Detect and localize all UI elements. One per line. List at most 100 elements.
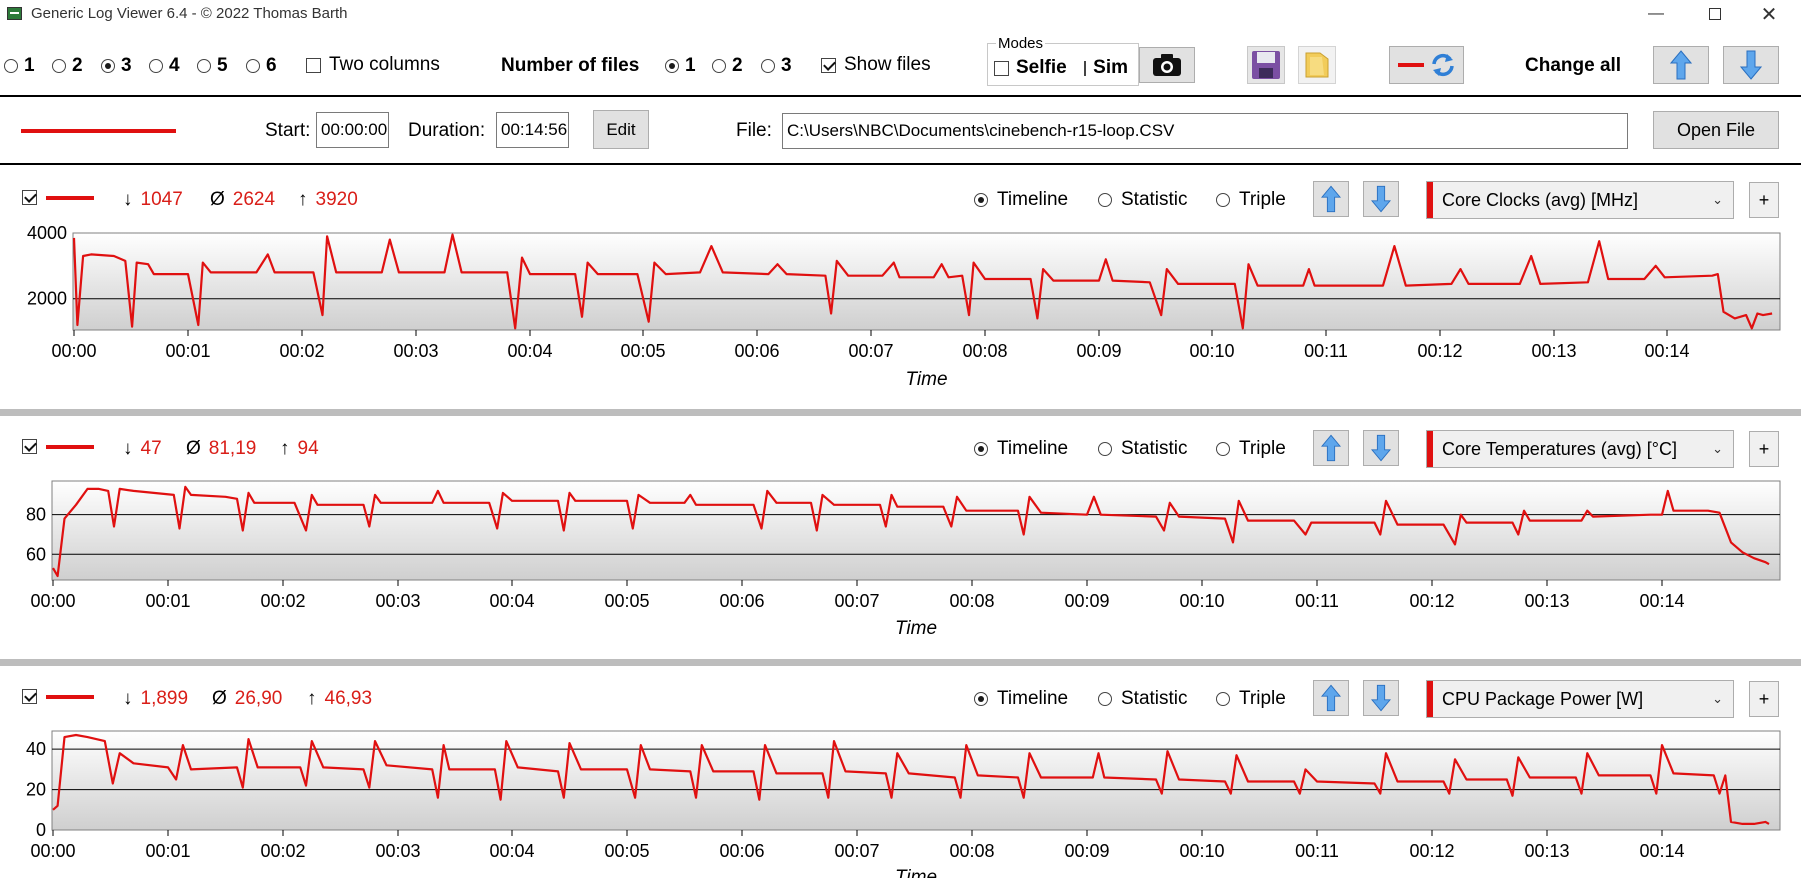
view-mode-label: Timeline bbox=[997, 438, 1069, 459]
move-all-down-button[interactable] bbox=[1723, 46, 1779, 84]
add-series-button[interactable]: + bbox=[1749, 681, 1779, 717]
radio-icon[interactable] bbox=[1098, 193, 1112, 207]
radio-icon[interactable] bbox=[1098, 442, 1112, 456]
open-folder-button[interactable] bbox=[1298, 46, 1336, 84]
chart-count-option-3[interactable]: 3 bbox=[101, 55, 132, 77]
view-mode-timeline[interactable]: Timeline bbox=[974, 438, 1068, 460]
series-visible-checkbox[interactable] bbox=[22, 190, 37, 205]
minimize-button[interactable]: — bbox=[1633, 0, 1679, 28]
radio-icon[interactable] bbox=[4, 59, 18, 73]
view-mode-timeline[interactable]: Timeline bbox=[974, 688, 1068, 710]
chart-count-option-5[interactable]: 5 bbox=[197, 55, 228, 77]
move-chart-up-button[interactable] bbox=[1313, 680, 1349, 716]
duration-input[interactable]: 00:14:56 bbox=[496, 112, 569, 148]
sensor-select[interactable]: Core Temperatures (avg) [°C] ⌄ bbox=[1426, 430, 1734, 468]
chevron-down-icon: ⌄ bbox=[1712, 192, 1723, 207]
radio-icon[interactable] bbox=[974, 193, 988, 207]
radio-icon[interactable] bbox=[1216, 692, 1230, 706]
view-mode-triple[interactable]: Triple bbox=[1216, 189, 1286, 211]
open-file-button[interactable]: Open File bbox=[1653, 111, 1779, 149]
radio-icon[interactable] bbox=[761, 59, 775, 73]
file-path-input[interactable]: C:\Users\NBC\Documents\cinebench-r15-loo… bbox=[782, 113, 1628, 149]
stat-max: ↑ 46,93 bbox=[307, 688, 372, 710]
radio-icon[interactable] bbox=[101, 59, 115, 73]
panel-separator[interactable] bbox=[0, 659, 1801, 666]
move-chart-down-button[interactable] bbox=[1363, 430, 1399, 466]
view-mode-statistic[interactable]: Statistic bbox=[1098, 688, 1188, 710]
sim-checkbox[interactable]: Sim bbox=[1084, 57, 1128, 79]
series-color-swatch[interactable] bbox=[46, 695, 94, 699]
arrow-up-icon bbox=[1321, 434, 1341, 462]
save-button[interactable] bbox=[1247, 46, 1285, 84]
x-tick-label: 00:12 bbox=[1409, 591, 1454, 611]
modes-group: Modes Selfie Sim bbox=[987, 35, 1139, 86]
show-files-checkbox[interactable]: Show files bbox=[821, 54, 931, 76]
radio-icon[interactable] bbox=[149, 59, 163, 73]
two-columns-checkbox[interactable]: Two columns bbox=[306, 54, 440, 76]
stat-avg: Ø 26,90 bbox=[212, 688, 282, 710]
two-columns-box[interactable] bbox=[306, 57, 321, 73]
file-count-option-1[interactable]: 1 bbox=[665, 55, 696, 77]
move-chart-up-button[interactable] bbox=[1313, 181, 1349, 217]
chart-count-option-1[interactable]: 1 bbox=[4, 55, 35, 77]
edit-button[interactable]: Edit bbox=[593, 110, 649, 149]
x-tick-label: 00:14 bbox=[1639, 591, 1684, 611]
radio-icon[interactable] bbox=[974, 692, 988, 706]
average-icon: Ø bbox=[186, 438, 201, 459]
add-series-button[interactable]: + bbox=[1749, 182, 1779, 218]
start-label: Start: bbox=[265, 120, 311, 141]
sim-box[interactable] bbox=[1084, 60, 1087, 76]
file-count-option-2[interactable]: 2 bbox=[712, 55, 743, 77]
selfie-checkbox[interactable]: Selfie bbox=[994, 57, 1067, 79]
selfie-box[interactable] bbox=[994, 60, 1009, 76]
move-chart-down-button[interactable] bbox=[1363, 680, 1399, 716]
x-tick-label: 00:07 bbox=[834, 591, 879, 611]
radio-icon[interactable] bbox=[1216, 442, 1230, 456]
screenshot-button[interactable] bbox=[1139, 47, 1195, 83]
series-line bbox=[52, 733, 1770, 825]
swap-color-button[interactable] bbox=[1389, 46, 1464, 84]
view-mode-timeline[interactable]: Timeline bbox=[974, 189, 1068, 211]
radio-icon[interactable] bbox=[974, 442, 988, 456]
view-mode-triple[interactable]: Triple bbox=[1216, 688, 1286, 710]
series-color-swatch[interactable] bbox=[46, 445, 94, 449]
chart-count-option-6[interactable]: 6 bbox=[246, 55, 277, 77]
radio-icon[interactable] bbox=[246, 59, 260, 73]
sensor-select[interactable]: CPU Package Power [W] ⌄ bbox=[1426, 680, 1734, 718]
panel-separator[interactable] bbox=[0, 409, 1801, 416]
start-time-input[interactable]: 00:00:00 bbox=[316, 112, 389, 148]
series-visible-checkbox[interactable] bbox=[22, 439, 37, 454]
radio-icon[interactable] bbox=[1098, 692, 1112, 706]
radio-icon[interactable] bbox=[1216, 193, 1230, 207]
move-chart-up-button[interactable] bbox=[1313, 430, 1349, 466]
stat-avg: Ø 2624 bbox=[210, 189, 275, 211]
move-all-up-button[interactable] bbox=[1653, 46, 1709, 84]
title-bar: Generic Log Viewer 6.4 - © 2022 Thomas B… bbox=[0, 0, 1801, 28]
maximize-button[interactable] bbox=[1692, 0, 1738, 28]
close-button[interactable]: ✕ bbox=[1746, 0, 1792, 28]
change-all-label: Change all bbox=[1525, 55, 1622, 76]
radio-icon[interactable] bbox=[712, 59, 726, 73]
add-series-button[interactable]: + bbox=[1749, 431, 1779, 467]
view-mode-statistic[interactable]: Statistic bbox=[1098, 189, 1188, 211]
move-chart-down-button[interactable] bbox=[1363, 181, 1399, 217]
sensor-color-bar bbox=[1427, 681, 1433, 717]
sensor-select[interactable]: Core Clocks (avg) [MHz] ⌄ bbox=[1426, 181, 1734, 219]
chart-count-option-4[interactable]: 4 bbox=[149, 55, 180, 77]
arrow-down-icon bbox=[1371, 684, 1391, 712]
radio-icon[interactable] bbox=[197, 59, 211, 73]
x-tick-label: 00:11 bbox=[1295, 841, 1339, 861]
file-count-option-3[interactable]: 3 bbox=[761, 55, 792, 77]
file-label: File: bbox=[736, 120, 772, 141]
series-visible-checkbox[interactable] bbox=[22, 689, 37, 704]
radio-icon[interactable] bbox=[665, 59, 679, 73]
chart-count-option-2[interactable]: 2 bbox=[52, 55, 83, 77]
show-files-box[interactable] bbox=[821, 57, 836, 73]
file-line-swatch[interactable] bbox=[21, 129, 176, 133]
view-mode-triple[interactable]: Triple bbox=[1216, 438, 1286, 460]
show-files-label: Show files bbox=[844, 54, 931, 75]
view-mode-statistic[interactable]: Statistic bbox=[1098, 438, 1188, 460]
file-count-option-label: 2 bbox=[732, 55, 743, 76]
radio-icon[interactable] bbox=[52, 59, 66, 73]
series-color-swatch[interactable] bbox=[46, 196, 94, 200]
